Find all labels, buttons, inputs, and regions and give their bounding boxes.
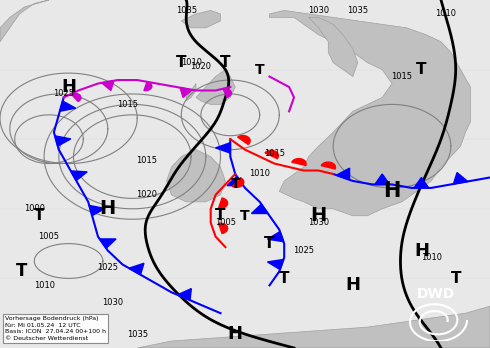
Text: H: H bbox=[61, 78, 76, 96]
Text: T: T bbox=[450, 271, 461, 286]
Text: 1025: 1025 bbox=[98, 263, 118, 272]
Text: 1010: 1010 bbox=[34, 281, 54, 290]
Wedge shape bbox=[71, 93, 81, 102]
Polygon shape bbox=[453, 173, 468, 184]
Polygon shape bbox=[181, 10, 221, 28]
Text: 1010: 1010 bbox=[249, 169, 270, 179]
Text: 1000: 1000 bbox=[24, 204, 45, 213]
Wedge shape bbox=[321, 162, 336, 169]
Polygon shape bbox=[0, 0, 49, 42]
Polygon shape bbox=[71, 171, 87, 181]
Text: T: T bbox=[16, 262, 28, 280]
Polygon shape bbox=[180, 88, 193, 97]
Text: 1020: 1020 bbox=[191, 62, 211, 71]
Text: T: T bbox=[220, 55, 231, 70]
Text: 1015: 1015 bbox=[264, 149, 285, 158]
Polygon shape bbox=[270, 10, 470, 216]
Text: 1005: 1005 bbox=[215, 218, 236, 227]
Polygon shape bbox=[268, 259, 284, 270]
Polygon shape bbox=[177, 288, 191, 300]
Text: 1015: 1015 bbox=[137, 156, 157, 165]
Polygon shape bbox=[375, 174, 390, 184]
Text: H: H bbox=[310, 206, 327, 225]
Text: T: T bbox=[255, 63, 265, 77]
Text: T: T bbox=[230, 177, 240, 191]
Text: T: T bbox=[264, 236, 275, 251]
Text: 1025: 1025 bbox=[53, 89, 74, 98]
Polygon shape bbox=[196, 70, 235, 104]
Text: T: T bbox=[240, 209, 250, 223]
Text: 1035: 1035 bbox=[126, 330, 148, 339]
Polygon shape bbox=[101, 81, 114, 90]
Text: H: H bbox=[345, 276, 360, 294]
Wedge shape bbox=[292, 159, 306, 166]
Polygon shape bbox=[137, 306, 490, 348]
Text: 1030: 1030 bbox=[308, 218, 329, 227]
Polygon shape bbox=[216, 143, 230, 153]
Text: 1035: 1035 bbox=[347, 6, 368, 15]
Text: T: T bbox=[176, 55, 187, 70]
Text: 1010: 1010 bbox=[436, 9, 456, 18]
Text: H: H bbox=[228, 325, 243, 343]
Wedge shape bbox=[223, 88, 231, 97]
Polygon shape bbox=[186, 84, 196, 101]
Text: 1010: 1010 bbox=[421, 253, 441, 262]
Text: H: H bbox=[383, 181, 401, 201]
Polygon shape bbox=[55, 136, 71, 146]
Polygon shape bbox=[227, 176, 244, 185]
Polygon shape bbox=[89, 205, 105, 216]
Text: 1015: 1015 bbox=[117, 100, 138, 109]
Wedge shape bbox=[265, 151, 278, 159]
Wedge shape bbox=[238, 135, 250, 144]
Text: T: T bbox=[215, 208, 226, 223]
Polygon shape bbox=[129, 263, 144, 275]
Wedge shape bbox=[219, 198, 228, 208]
Polygon shape bbox=[251, 204, 268, 213]
Text: 1010: 1010 bbox=[181, 58, 201, 67]
Text: T: T bbox=[34, 208, 45, 223]
Polygon shape bbox=[309, 17, 358, 77]
Polygon shape bbox=[99, 239, 116, 248]
Text: 1035: 1035 bbox=[175, 6, 197, 15]
Wedge shape bbox=[144, 82, 152, 91]
Text: H: H bbox=[99, 199, 116, 218]
Text: 1030: 1030 bbox=[102, 298, 123, 307]
Polygon shape bbox=[268, 231, 284, 242]
Polygon shape bbox=[414, 177, 429, 188]
Polygon shape bbox=[337, 168, 349, 180]
Text: 1030: 1030 bbox=[308, 6, 329, 15]
Text: T: T bbox=[416, 62, 427, 77]
Text: H: H bbox=[414, 242, 429, 260]
Text: Vorhersage Bodendruck (hPa)
für: Mi 01.05.24  12 UTC
Basis: ICON  27.04.24 00+10: Vorhersage Bodendruck (hPa) für: Mi 01.0… bbox=[5, 316, 106, 341]
Wedge shape bbox=[232, 178, 244, 187]
Wedge shape bbox=[219, 223, 228, 234]
Text: 1020: 1020 bbox=[137, 190, 157, 199]
Text: T: T bbox=[279, 271, 290, 286]
Text: DWD: DWD bbox=[417, 287, 455, 301]
Polygon shape bbox=[60, 101, 75, 111]
Text: 1025: 1025 bbox=[294, 246, 314, 255]
Text: 1015: 1015 bbox=[392, 72, 412, 81]
Text: 1005: 1005 bbox=[39, 232, 59, 241]
Polygon shape bbox=[167, 150, 225, 202]
